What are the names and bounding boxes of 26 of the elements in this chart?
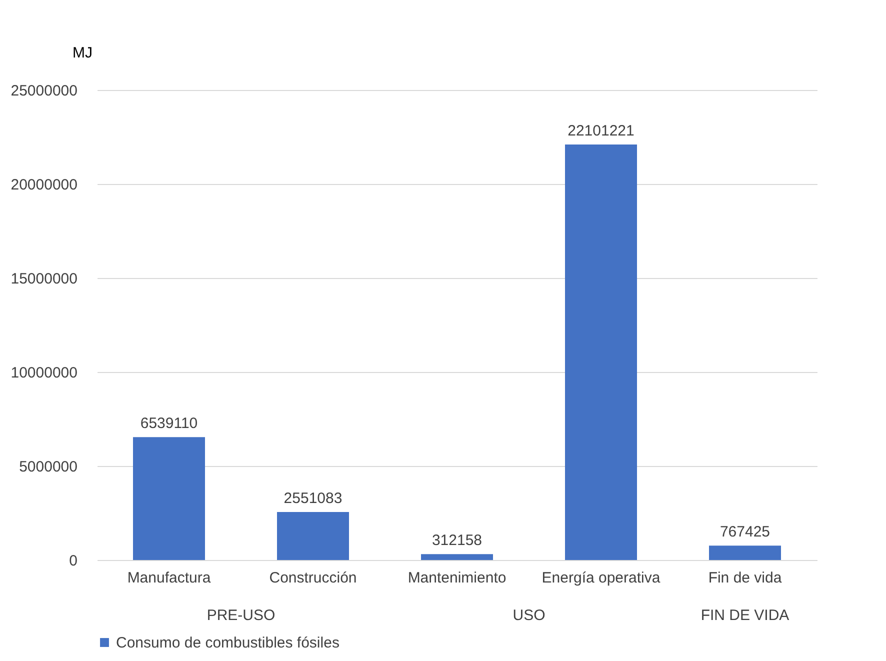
- data-label: 22101221: [568, 122, 634, 140]
- bar: [277, 512, 349, 560]
- y-axis-title: MJ: [72, 44, 92, 62]
- data-label: 6539110: [140, 415, 198, 432]
- text: PRE-USO: [206, 607, 276, 624]
- bar: [565, 144, 637, 560]
- y-tick-label: 20000000: [10, 176, 78, 194]
- x-tick-label: Mantenimiento: [408, 570, 506, 586]
- x-tick-label: Energía operativa: [542, 570, 661, 586]
- bar: [421, 554, 493, 560]
- x-tick-label: Manufactura: [127, 570, 212, 586]
- y-tick-label: 0: [69, 552, 78, 570]
- y-tick-label: 5000000: [19, 458, 78, 476]
- data-label: 312158: [432, 532, 482, 550]
- bar: [709, 546, 781, 560]
- y-tick-label: 10000000: [10, 364, 78, 382]
- bar: [133, 437, 205, 560]
- text: USO: [512, 607, 546, 624]
- y-tick-label: 25000000: [10, 82, 78, 100]
- y-tick-label: 15000000: [10, 270, 78, 288]
- legend-label: Consumo de combustibles fósiles: [116, 634, 340, 652]
- x-tick-label: Fin de vida: [708, 570, 782, 586]
- text: FIN DE VIDA: [700, 607, 790, 624]
- data-label: 767425: [720, 524, 770, 541]
- data-label: 2551083: [284, 490, 342, 508]
- x-tick-label: Construcción: [269, 570, 357, 586]
